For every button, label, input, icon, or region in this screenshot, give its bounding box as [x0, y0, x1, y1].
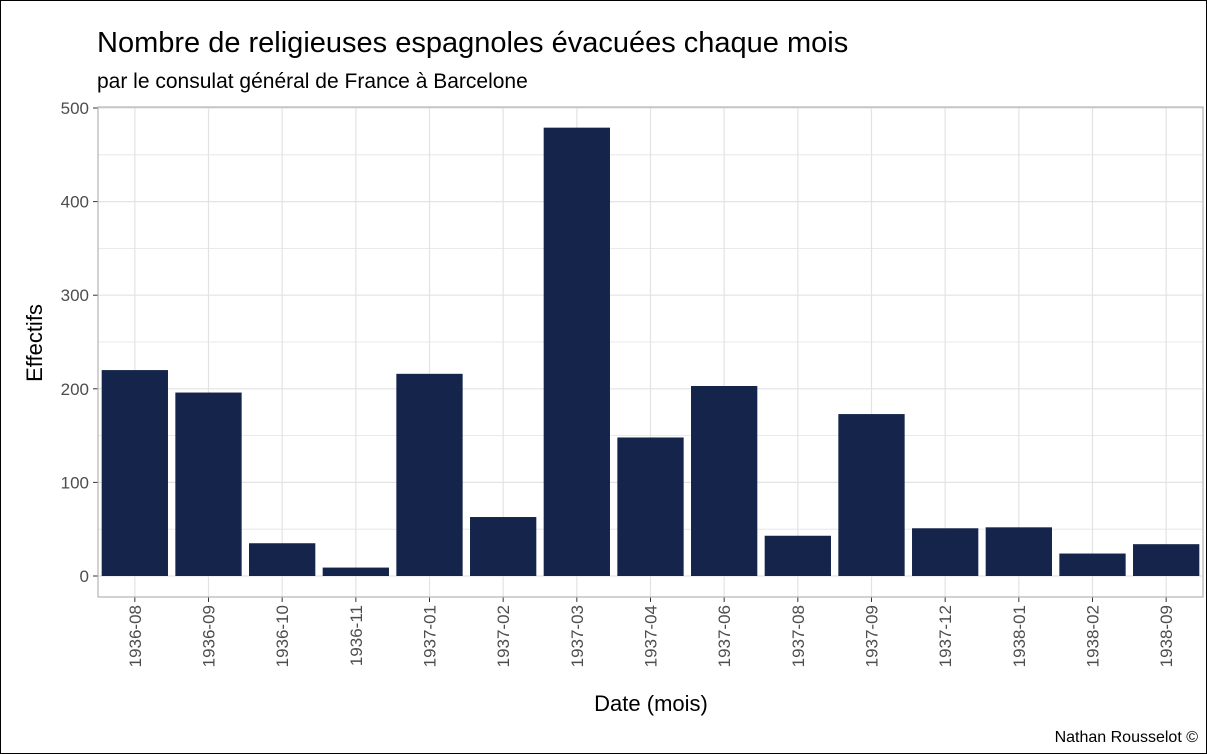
- x-tick-label: 1936-09: [200, 605, 219, 667]
- x-tick-label: 1937-06: [715, 605, 734, 667]
- x-tick-label: 1938-02: [1084, 605, 1103, 667]
- bar-1938-09: [1133, 544, 1200, 576]
- y-tick-label: 0: [80, 567, 89, 586]
- x-tick-label: 1937-12: [936, 605, 955, 667]
- bar-1937-08: [764, 535, 831, 576]
- bar-1937-12: [912, 528, 979, 576]
- x-tick-label: 1937-04: [642, 605, 661, 667]
- x-tick-label: 1937-01: [421, 605, 440, 667]
- bar-1936-08: [101, 370, 168, 576]
- y-tick-label: 200: [61, 380, 89, 399]
- x-tick-label: 1937-03: [568, 605, 587, 667]
- x-tick-label: 1937-08: [789, 605, 808, 667]
- x-tick-label: 1938-01: [1010, 605, 1029, 667]
- x-tick-label: 1938-09: [1157, 605, 1176, 667]
- bar-1937-04: [617, 437, 684, 576]
- chart-title: Nombre de religieuses espagnoles évacuée…: [97, 27, 848, 59]
- bar-1936-11: [322, 567, 389, 576]
- chart-caption: Nathan Rousselot ©: [1055, 729, 1199, 746]
- panel-border: [97, 106, 1204, 598]
- plot-area: 0 100 200 300 400 500 1936-08 1936-09 1936-10 193…: [61, 99, 1204, 667]
- x-axis-title: Date (mois): [594, 691, 708, 716]
- y-tick-label: 100: [61, 473, 89, 492]
- y-tick-label: 300: [61, 286, 89, 305]
- bar-1937-06: [691, 385, 758, 576]
- y-tick-label: 500: [61, 99, 89, 118]
- bar-1936-09: [175, 392, 242, 576]
- bar-1937-09: [838, 414, 905, 576]
- x-tick-label: 1936-10: [273, 605, 292, 667]
- chart-subtitle: par le consulat général de France à Barc…: [97, 70, 528, 93]
- x-tick-label: 1936-11: [347, 605, 366, 666]
- bar-1937-01: [396, 373, 463, 576]
- y-axis-title: Effectifs: [22, 304, 47, 382]
- x-tick-label: 1936-08: [126, 605, 145, 667]
- x-tick-label: 1937-09: [863, 605, 882, 667]
- bar-1937-02: [470, 517, 537, 576]
- bar-1936-10: [249, 543, 316, 576]
- x-tick-label: 1937-02: [494, 605, 513, 667]
- bar-1938-02: [1059, 553, 1126, 576]
- y-tick-label: 400: [61, 193, 89, 212]
- bar-1937-03: [543, 127, 610, 576]
- bar-1938-01: [985, 527, 1052, 576]
